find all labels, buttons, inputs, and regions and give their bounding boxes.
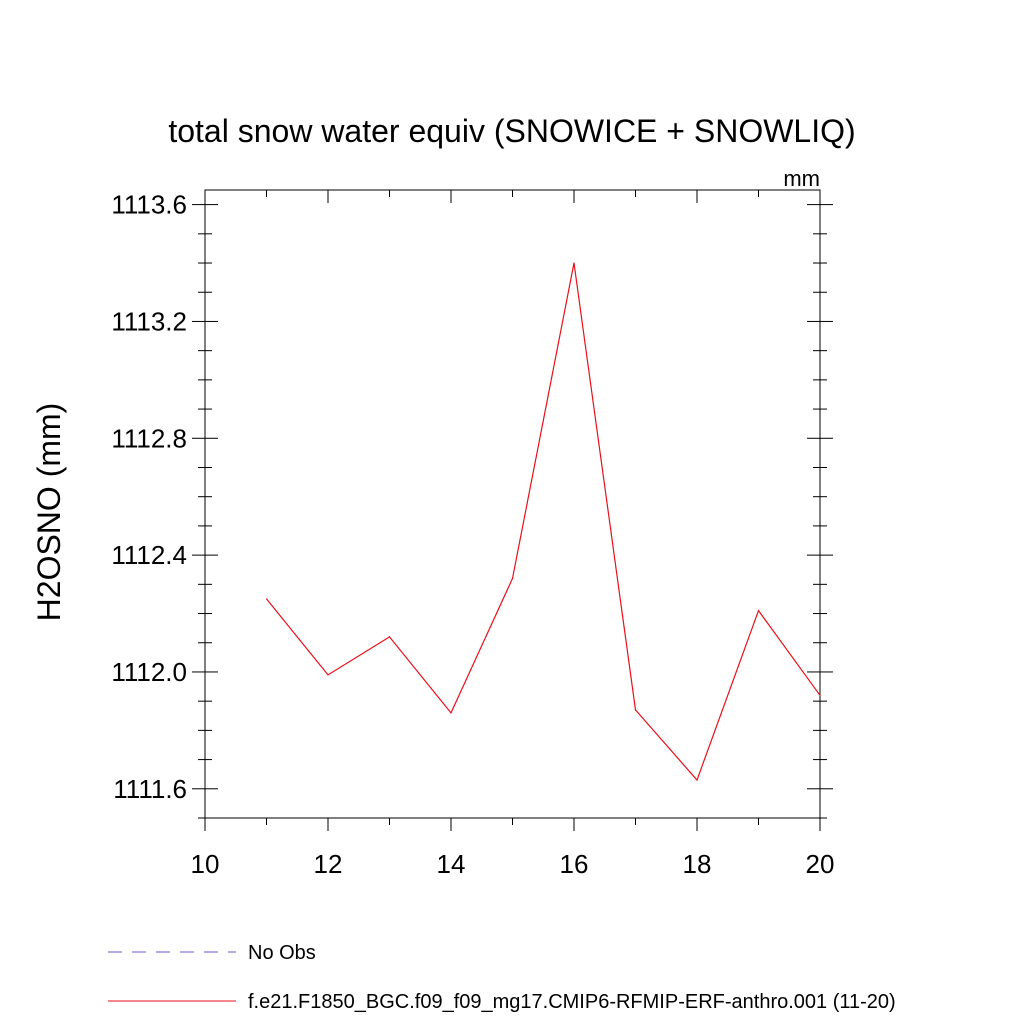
- y-tick-label: 1112.8: [111, 423, 187, 453]
- y-tick-label: 1112.0: [111, 657, 187, 687]
- data-point: [696, 779, 698, 781]
- plot-axes: 10 12 14 16 18 20 1111.6 1112.0 1112.4 1112.8 1113…: [111, 189, 835, 879]
- x-tick-label: 10: [191, 849, 220, 879]
- y-tick-label: 1113.6: [111, 190, 187, 220]
- y-axis-label: H2OSNO (mm): [31, 403, 67, 622]
- data-point: [757, 610, 760, 612]
- x-tick-label: 20: [806, 849, 835, 879]
- data-point: [327, 674, 329, 676]
- series-layer: [265, 262, 821, 782]
- data-point: [388, 636, 391, 638]
- series-line-1: [266, 262, 821, 782]
- x-tick-label: 18: [683, 849, 712, 879]
- data-point: [450, 712, 452, 714]
- x-tick-label: 12: [314, 849, 343, 879]
- y-tick-label: 1112.4: [111, 540, 187, 570]
- legend-label-0: No Obs: [248, 942, 316, 964]
- data-point: [634, 709, 637, 711]
- y-tick-label: 1113.2: [111, 306, 187, 336]
- x-tick-label: 16: [560, 849, 589, 879]
- plot-frame: [204, 189, 821, 819]
- data-point: [265, 598, 268, 600]
- data-point: [819, 694, 821, 696]
- y-tick-label: 1111.6: [113, 774, 187, 804]
- data-point: [511, 577, 514, 580]
- legend: No Obs f.e21.F1850_BGC.f09_f09_mg17.CMIP6…: [108, 942, 896, 1013]
- units-label: mm: [783, 166, 820, 191]
- x-tick-label: 14: [437, 849, 466, 879]
- data-point: [573, 262, 575, 264]
- legend-label-1: f.e21.F1850_BGC.f09_f09_mg17.CMIP6-RFMIP…: [248, 991, 896, 1013]
- chart-title: total snow water equiv (SNOWICE + SNOWLI…: [168, 113, 855, 149]
